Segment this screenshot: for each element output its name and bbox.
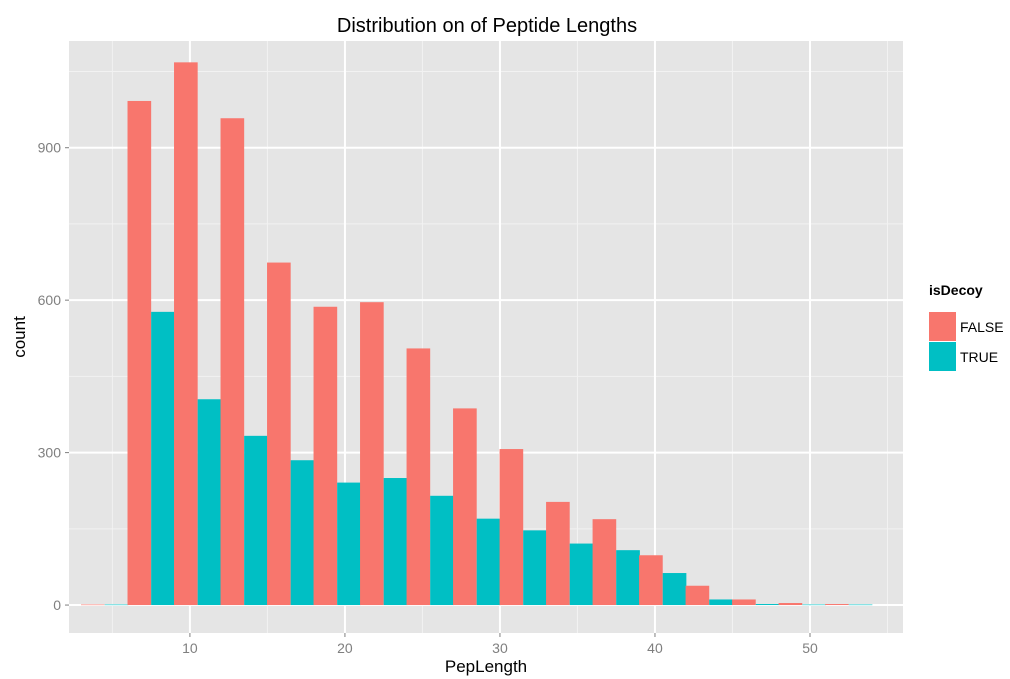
x-tick-label: 50	[802, 640, 818, 656]
bar-false	[267, 262, 291, 606]
bar-false	[406, 348, 431, 606]
bar-true	[755, 604, 780, 606]
bar-false	[360, 302, 384, 606]
legend-swatch-false	[929, 312, 956, 341]
bar-true	[151, 311, 175, 606]
bar-true	[244, 435, 268, 606]
bar-true	[848, 604, 873, 606]
bar-false	[174, 62, 198, 606]
bar-false	[639, 555, 663, 606]
legend: isDecoy FALSE TRUE	[928, 282, 1004, 372]
bar-true	[569, 543, 594, 606]
bar-true	[104, 604, 129, 606]
x-tick-label: 10	[182, 640, 198, 656]
bar-false	[127, 100, 152, 606]
bar-true	[616, 550, 640, 606]
bar-false	[546, 501, 570, 606]
bar-false	[81, 604, 105, 606]
x-tick-label: 20	[337, 640, 353, 656]
bar-true	[476, 518, 501, 606]
legend-swatch-true	[929, 342, 956, 371]
bar-false	[592, 519, 617, 606]
chart-title: Distribution on of Peptide Lengths	[337, 15, 637, 37]
legend-label-false: FALSE	[960, 319, 1004, 335]
x-axis-label: PepLength	[445, 657, 527, 676]
y-axis-label: count	[10, 316, 29, 358]
y-tick-label: 0	[53, 597, 61, 613]
bar-true	[430, 495, 454, 606]
bar-false	[685, 585, 710, 606]
bar-true	[523, 530, 547, 606]
bar-false	[313, 306, 338, 606]
bar-true	[383, 478, 408, 606]
bar-false	[825, 604, 849, 606]
bars	[81, 62, 873, 606]
bar-false	[778, 603, 803, 606]
y-tick-label: 900	[38, 140, 62, 156]
bar-true	[662, 573, 687, 606]
bar-true	[709, 599, 733, 606]
y-axis-ticks: 0 300 600 900	[38, 140, 69, 613]
bar-false	[499, 449, 524, 606]
y-tick-label: 600	[38, 292, 62, 308]
bar-true	[197, 399, 222, 606]
bar-true	[337, 482, 361, 606]
bar-false	[220, 118, 245, 606]
bar-false	[732, 599, 756, 606]
legend-label-true: TRUE	[960, 349, 998, 365]
x-tick-label: 40	[647, 640, 663, 656]
bar-true	[802, 604, 826, 606]
legend-title: isDecoy	[929, 282, 983, 298]
x-tick-label: 30	[492, 640, 508, 656]
y-tick-label: 300	[38, 445, 62, 461]
x-axis-ticks: 10 20 30 40 50	[182, 633, 818, 656]
bar-true	[290, 460, 315, 606]
bar-false	[453, 408, 477, 606]
